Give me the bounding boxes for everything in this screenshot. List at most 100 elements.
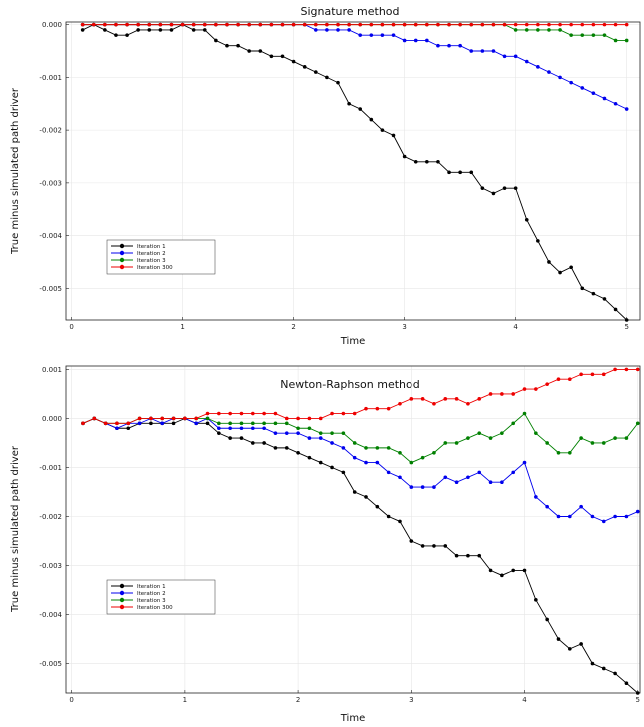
data-point — [114, 22, 118, 27]
series-line — [82, 417, 639, 694]
data-point — [191, 28, 196, 32]
data-point — [436, 159, 440, 164]
data-point — [425, 159, 429, 164]
chart-title: Signature method — [300, 5, 399, 18]
data-point — [341, 411, 346, 416]
data-point — [466, 436, 470, 440]
data-point — [171, 416, 176, 421]
data-point — [536, 239, 540, 243]
data-point — [602, 33, 607, 37]
data-point — [225, 43, 229, 48]
plot-frame — [65, 365, 641, 694]
data-point — [454, 553, 459, 558]
data-point — [432, 485, 436, 489]
data-point — [391, 22, 396, 27]
data-point — [284, 431, 289, 435]
data-point — [534, 598, 538, 602]
data-point — [307, 436, 312, 440]
data-point — [547, 260, 551, 264]
legend-marker — [119, 257, 125, 263]
data-point — [114, 33, 118, 37]
data-point — [247, 49, 251, 53]
data-point — [502, 54, 507, 59]
data-point — [558, 75, 562, 80]
data-point — [480, 22, 485, 27]
data-point — [591, 291, 596, 296]
data-point — [194, 416, 198, 421]
grid — [66, 366, 640, 693]
data-point — [280, 22, 285, 27]
data-point — [115, 426, 119, 431]
x-tick-label: 0 — [69, 696, 73, 704]
data-point — [273, 431, 278, 435]
x-tick-label: 3 — [402, 323, 406, 331]
data-point — [545, 441, 549, 445]
x-tick-label: 4 — [513, 323, 518, 331]
data-point — [447, 43, 451, 48]
data-point — [136, 28, 140, 32]
x-axis-label: Time — [340, 713, 365, 724]
x-tick-label: 2 — [291, 323, 295, 331]
data-point — [443, 441, 448, 445]
y-tick-label: 0.000 — [42, 21, 62, 29]
data-point — [358, 33, 363, 37]
data-point — [273, 421, 278, 426]
data-point — [258, 49, 263, 53]
data-point — [103, 22, 107, 27]
data-point — [635, 509, 640, 514]
data-point — [137, 421, 142, 426]
data-point — [432, 401, 436, 406]
data-point — [205, 416, 210, 421]
data-point — [358, 107, 363, 111]
y-tick-label: -0.005 — [39, 285, 62, 293]
data-point — [409, 485, 414, 489]
data-point — [556, 637, 561, 641]
data-point — [477, 397, 482, 401]
data-point — [318, 416, 323, 421]
data-point — [511, 421, 515, 426]
data-point — [158, 22, 163, 27]
data-point — [613, 436, 617, 440]
data-point — [511, 392, 515, 396]
data-point — [580, 86, 585, 90]
data-point — [568, 450, 572, 455]
data-point — [228, 421, 232, 426]
legend-marker — [119, 250, 125, 256]
data-point — [443, 475, 448, 480]
data-point — [558, 28, 562, 32]
newton-raphson-method-chart: Newton-Raphson method 0 1 2 3 4 5 0.001 0.000 -0… — [10, 365, 641, 724]
data-point — [325, 28, 329, 32]
data-point — [330, 431, 334, 435]
data-point — [545, 382, 549, 386]
data-point — [352, 490, 357, 494]
data-point — [352, 411, 357, 416]
data-point — [436, 43, 440, 48]
data-point — [601, 372, 606, 377]
data-point — [556, 377, 561, 382]
data-point — [369, 117, 374, 122]
legend-marker — [119, 583, 125, 589]
data-point — [386, 470, 391, 475]
data-point — [522, 568, 527, 573]
legend-entry: Iteration 3 — [137, 258, 166, 264]
series — [80, 22, 629, 322]
data-point — [402, 154, 407, 159]
data-point — [469, 49, 474, 53]
data-point — [258, 22, 263, 27]
data-point — [590, 372, 595, 377]
data-point — [591, 22, 596, 27]
x-tick-label: 2 — [296, 696, 300, 704]
data-point — [314, 70, 318, 74]
data-point — [536, 22, 540, 27]
data-point — [239, 436, 244, 440]
data-point — [466, 553, 470, 558]
data-point — [447, 22, 451, 27]
data-point — [386, 446, 391, 450]
series-line — [82, 24, 627, 110]
data-point — [536, 65, 540, 69]
data-point — [547, 70, 551, 74]
data-point — [217, 431, 221, 435]
data-point — [149, 416, 153, 421]
data-point — [624, 318, 629, 322]
